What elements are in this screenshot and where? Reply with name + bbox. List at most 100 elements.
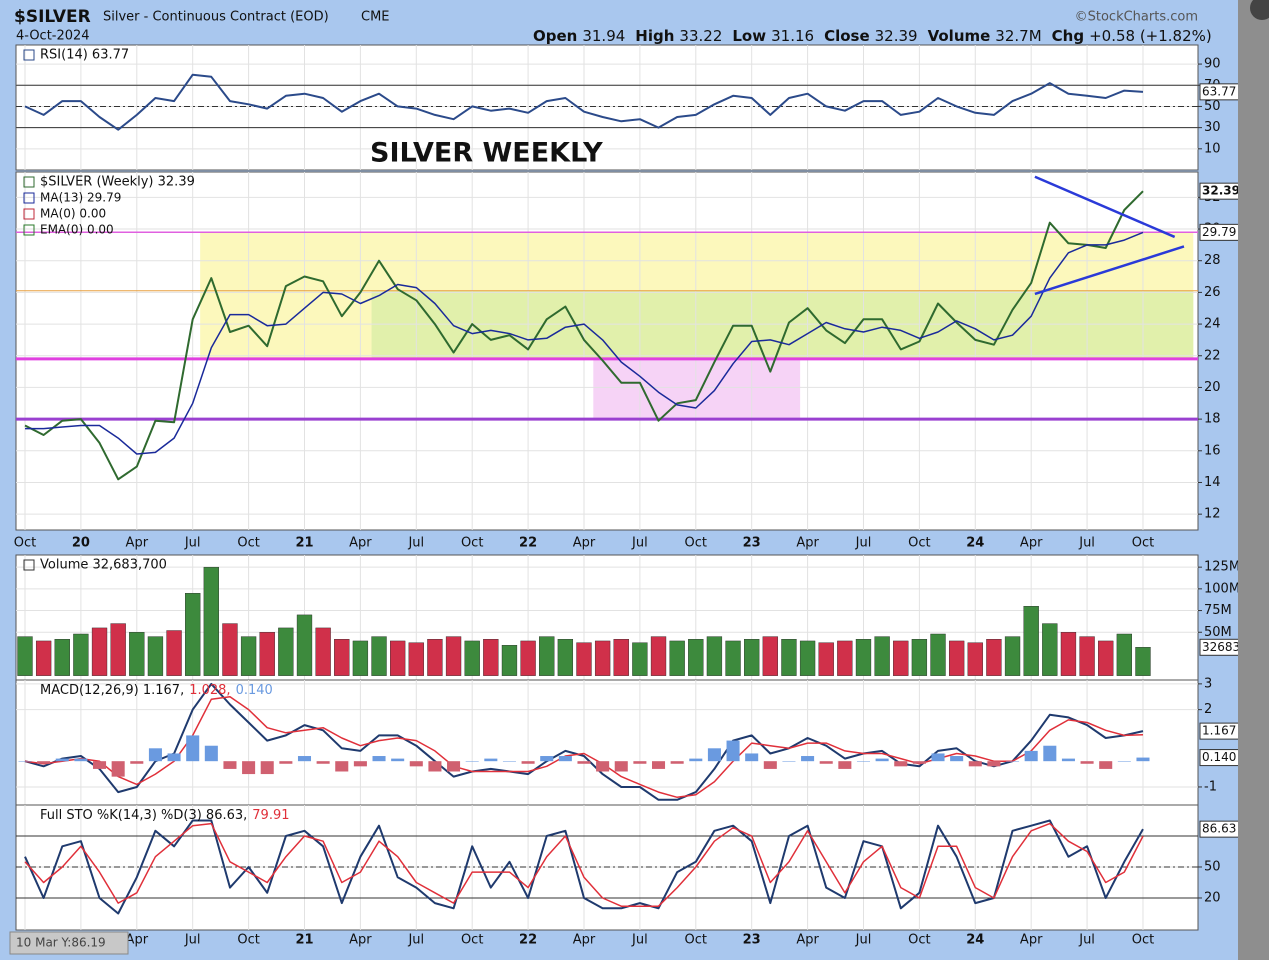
y-tick-label: 125M (1204, 560, 1240, 575)
histogram-bar (316, 761, 330, 764)
volume-bar (166, 630, 182, 676)
series-line (25, 231, 1144, 455)
x-tick-label: Jul (407, 536, 424, 551)
y-tick-label: 2 (1204, 702, 1212, 717)
histogram-bar (521, 761, 535, 764)
legend-swatch (23, 559, 35, 571)
brand: ©StockCharts.com (1075, 10, 1198, 25)
volume-bar (557, 639, 574, 676)
x-tick-label: 23 (743, 933, 761, 948)
quote-value: 31.94 (582, 27, 625, 45)
x-tick-label: Apr (573, 536, 596, 551)
x-tick-label: Apr (796, 933, 819, 948)
quote-label: High (635, 27, 674, 45)
volume-bar (874, 636, 890, 676)
exchange: CME (361, 10, 390, 25)
histogram-bar (18, 761, 32, 762)
volume-bar (893, 640, 909, 676)
quote-value: 33.22 (679, 27, 722, 45)
zone (371, 290, 1194, 359)
volume-bar (1042, 623, 1058, 676)
volume-bar (296, 614, 313, 676)
x-tick-label: 24 (966, 536, 984, 551)
histogram-bar (596, 761, 610, 772)
y-tick-label: 20 (1204, 380, 1221, 395)
histogram-bar (950, 756, 964, 762)
x-tick-label: Apr (1020, 536, 1043, 551)
histogram-bar (819, 761, 833, 764)
volume-bar (669, 640, 685, 676)
histogram-bar (447, 761, 461, 772)
volume-bar (371, 636, 387, 676)
volume-bar (54, 639, 70, 676)
histogram-bar (633, 761, 647, 764)
x-tick-label: Jul (1078, 536, 1095, 551)
quote-label: Chg (1052, 27, 1084, 45)
volume-bar (445, 636, 462, 676)
quote-label: Close (824, 27, 870, 45)
volume-bar (91, 627, 108, 676)
histogram-bar (1136, 757, 1150, 762)
histogram-bar (242, 761, 256, 775)
y-tick-label: 20 (1204, 890, 1221, 905)
volume-bar (464, 640, 480, 676)
y-tick-label: 18 (1204, 412, 1221, 427)
histogram-bar (558, 756, 572, 762)
x-tick-label: Oct (1132, 933, 1154, 948)
histogram-bar (670, 761, 684, 764)
volume-bar (73, 633, 89, 676)
x-tick-label: Jul (184, 933, 201, 948)
legend-entry: 1.028, (189, 683, 230, 698)
window-edge (1238, 0, 1269, 960)
x-tick-label: Jul (631, 933, 648, 948)
x-tick-label: Jul (631, 536, 648, 551)
x-tick-label: Oct (237, 536, 259, 551)
end-tag: 29.79 (1202, 225, 1236, 239)
legend-swatch (23, 224, 35, 236)
series-line (24, 682, 1144, 801)
volume-bar (744, 639, 760, 676)
volume-bar (837, 640, 853, 676)
x-tick-label: 21 (295, 536, 313, 551)
volume-bar (986, 639, 1002, 676)
x-tick-label: Apr (126, 933, 149, 948)
x-tick-label: Oct (461, 933, 483, 948)
quote-value: 31.16 (771, 27, 814, 45)
volume-bar (781, 639, 797, 676)
end-tag: 63.77 (1202, 84, 1236, 98)
histogram-bar (1099, 761, 1113, 769)
histogram-bar (801, 756, 815, 762)
histogram-bar (987, 761, 1001, 767)
volume-bar (483, 639, 499, 676)
histogram-bar (838, 761, 852, 769)
x-tick-label: Jul (184, 536, 201, 551)
legend-entry: MA(13) 29.79 (40, 191, 121, 205)
volume-bar (725, 640, 741, 676)
instrument-name: Silver - Continuous Contract (EOD) (103, 10, 329, 25)
volume-bar (911, 639, 928, 676)
volume-bar (576, 642, 592, 676)
legend-entry: Volume 32,683,700 (40, 558, 167, 573)
x-tick-label: 20 (72, 536, 90, 551)
volume-bar (632, 642, 648, 676)
histogram-bar (372, 756, 386, 762)
volume-bar (818, 642, 834, 676)
y-tick-label: 24 (1204, 317, 1221, 332)
volume-bar (1060, 632, 1077, 676)
end-tag: 86.63 (1202, 822, 1236, 836)
legend-swatch (23, 176, 35, 188)
volume-bar (688, 639, 704, 676)
x-tick-label: Oct (908, 536, 930, 551)
histogram-bar (745, 753, 759, 762)
zone (593, 358, 801, 420)
y-tick-label: 22 (1204, 348, 1221, 363)
histogram-bar (782, 761, 796, 762)
trendline (1034, 175, 1176, 239)
histogram-bar (484, 758, 498, 762)
volume-bar (222, 623, 238, 676)
volume-bar (1004, 636, 1021, 676)
histogram-bar (279, 761, 293, 764)
histogram-bar (689, 758, 703, 762)
x-tick-label: Oct (685, 933, 707, 948)
volume-bar (240, 636, 257, 676)
